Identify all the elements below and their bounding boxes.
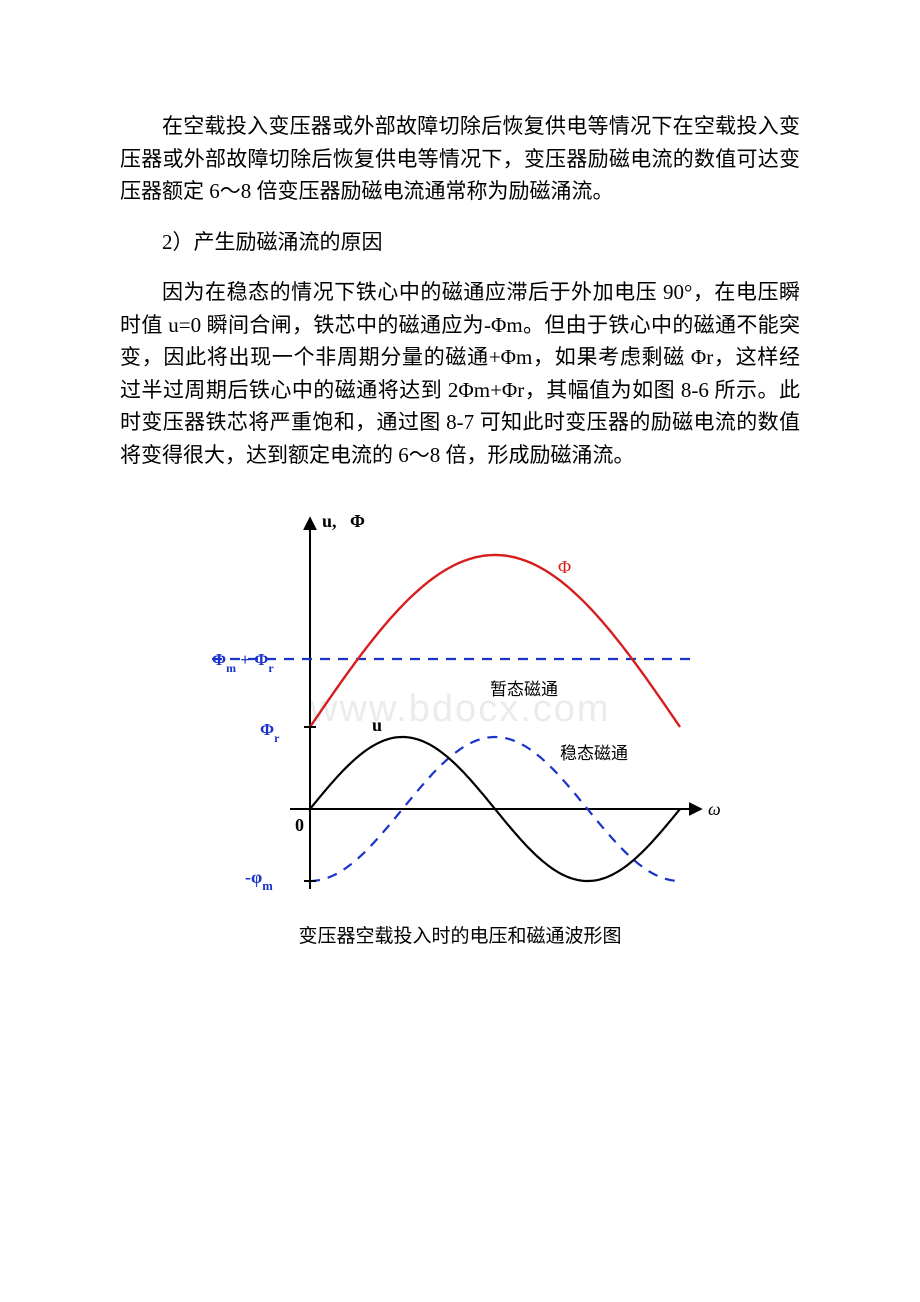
svg-text:u: u xyxy=(372,715,382,735)
svg-text:Φm + Φr: Φm + Φr xyxy=(212,650,274,675)
paragraph-2: 2）产生励磁涌流的原因 xyxy=(120,226,800,259)
svg-text:稳态磁通: 稳态磁通 xyxy=(560,744,628,763)
svg-text:Φr: Φr xyxy=(260,720,280,745)
waveform-chart: www.bdocx.com Φ 暂态磁通稳态磁通 u u, Φω 0 Φm + Φr Φr -φm xyxy=(190,499,730,899)
svg-text:u,: u, xyxy=(322,511,337,531)
paragraph-1: 在空载投入变压器或外部故障切除后恢复供电等情况下在空载投入变压器或外部故障切除后… xyxy=(120,110,800,208)
paragraph-3: 因为在稳态的情况下铁心中的磁通应滞后于外加电压 90°，在电压瞬时值 u=0 瞬… xyxy=(120,276,800,471)
svg-text:Φ: Φ xyxy=(350,511,365,531)
svg-text:Φ: Φ xyxy=(558,557,571,577)
svg-text:-φm: -φm xyxy=(245,867,273,893)
svg-text:0: 0 xyxy=(295,815,304,835)
svg-text:暂态磁通: 暂态磁通 xyxy=(490,680,558,699)
svg-text:ω: ω xyxy=(708,799,721,819)
figure-container: www.bdocx.com Φ 暂态磁通稳态磁通 u u, Φω 0 Φm + Φr Φr -φm… xyxy=(120,499,800,948)
figure-caption: 变压器空载投入时的电压和磁通波形图 xyxy=(120,921,800,948)
svg-text:www.bdocx.com: www.bdocx.com xyxy=(309,688,611,730)
